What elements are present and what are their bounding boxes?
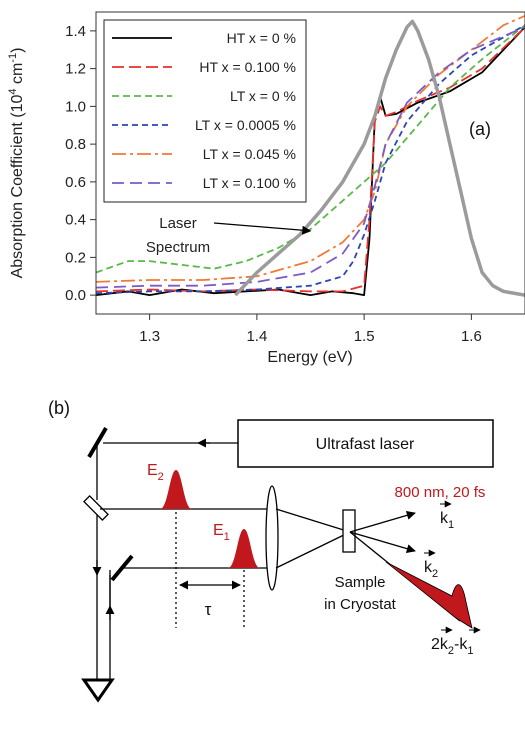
x-axis-label: Energy (eV) [267,349,352,366]
legend-label-5: LT x = 0.100 % [203,175,296,191]
beam-k1 [349,510,416,533]
focusing-lens [265,485,279,591]
series-line-3 [96,24,525,295]
pulse-e2 [160,470,192,509]
x-tick-label: 1.3 [139,328,160,345]
legend-label-1: HT x = 0.100 % [199,59,296,75]
label-tau: τ [205,600,212,619]
plot-frame [95,11,525,315]
y-tick-label: 0.6 [65,174,86,191]
panel-label-a: (a) [469,119,491,139]
sample-label-1: Sample [335,574,386,591]
legend-label-4: LT x = 0.045 % [203,146,296,162]
y-tick-label: 1.0 [65,98,86,115]
x-tick-label: 1.5 [354,328,375,345]
label-k1: k1 [440,510,454,531]
mirror-top-left [87,426,108,459]
series-line-6 [234,19,525,297]
laser-spectrum-annotation: Laser Spectrum [146,215,312,256]
focus-beam-e1 [275,531,351,569]
laser-box [237,419,494,468]
label-e1: E1 [213,522,230,543]
legend-label-0: HT x = 0 % [227,30,296,46]
legend-label-2: LT x = 0 % [230,88,296,104]
y-tick-label: 0.2 [65,249,86,266]
x-tick-label: 1.6 [461,328,482,345]
absorption-chart: 1.3 1.4 1.5 1.6 0.0 0.2 0.4 0.6 0.8 1.0 1.2 1.4 En… [7,11,525,366]
y-tick-label: 0.8 [65,136,86,153]
annotation-laser: Laser [159,215,197,232]
signal-pulse [385,561,473,629]
beam-k2 [349,531,416,554]
x-ticks: 1.3 1.4 1.5 1.6 [139,314,482,345]
series-layer [96,14,525,297]
series-line-1 [96,26,525,293]
panel-label-b: (b) [48,398,70,418]
legend-box [103,19,307,203]
label-signal: 2k2-k1 [431,636,473,657]
laser-specs: 800 nm, 20 fs [395,484,486,501]
label-e2: E2 [147,462,164,483]
legend: HT x = 0 % HT x = 0.100 % LT x = 0 % LT x =… [103,19,307,203]
pulse-e1 [228,529,260,568]
x-tick-label: 1.4 [246,328,267,345]
y-tick-label: 1.2 [65,61,86,78]
label-k2: k2 [424,559,438,580]
setup-diagram: (b) Ultrafast laser 800 nm, 20 fs E2 E1 … [48,398,494,703]
beam-splitter [83,495,109,521]
series-line-5 [96,26,525,289]
series-line-2 [96,24,525,274]
y-tick-label: 0.0 [65,287,86,304]
sample-label-2: in Cryostat [324,596,397,613]
y-axis-label: Absorption Coefficient (104 cm-1) [7,48,26,279]
legend-label-3: LT x = 0.0005 % [195,117,296,133]
y-tick-label: 0.4 [65,212,86,229]
y-tick-label: 1.4 [65,23,86,40]
annotation-arrow [213,222,312,235]
focus-beam-e2 [275,508,351,533]
retroreflector [81,678,115,703]
y-ticks: 0.0 0.2 0.4 0.6 0.8 1.0 1.2 1.4 [65,23,96,304]
laser-label: Ultrafast laser [316,436,415,453]
legend-entries: HT x = 0 % HT x = 0.100 % LT x = 0 % LT x =… [112,30,296,191]
annotation-spectrum: Spectrum [146,239,210,256]
